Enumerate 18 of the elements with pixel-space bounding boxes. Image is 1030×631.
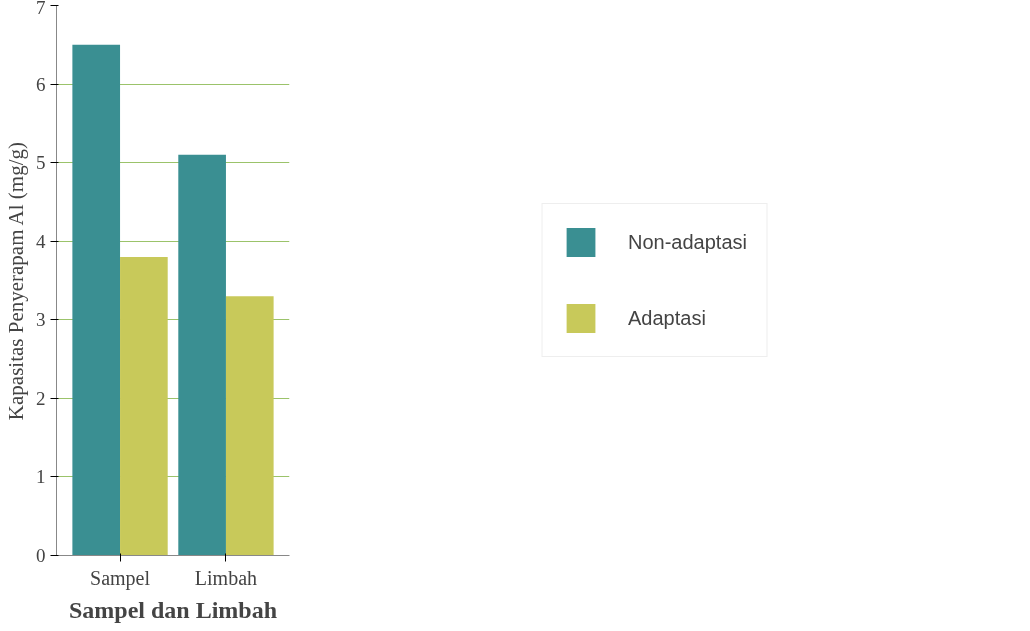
y-tick-label: 5 [36,152,46,174]
x-axis-title: Sampel dan Limbah [68,596,278,623]
legend-label: Adaptasi [628,306,706,330]
x-tick-label: Sampel [90,566,151,590]
y-tick-label: 6 [36,73,46,95]
bar [72,44,121,556]
legend-label: Non-adaptasi [628,230,747,254]
y-tick-label: 3 [36,309,46,331]
bar [178,154,226,556]
x-tick-label: Limbah [194,566,258,589]
y-tick-label: 2 [36,387,46,409]
y-tick-label: 4 [36,230,46,252]
y-tick-label: 0 [36,545,46,566]
bar [225,296,274,556]
y-axis-title: Kapasitas Penyerapam Al (mg/g) [4,141,28,421]
y-tick-label: 7 [36,0,46,18]
bar [120,256,168,556]
y-tick-label: 1 [36,466,46,488]
